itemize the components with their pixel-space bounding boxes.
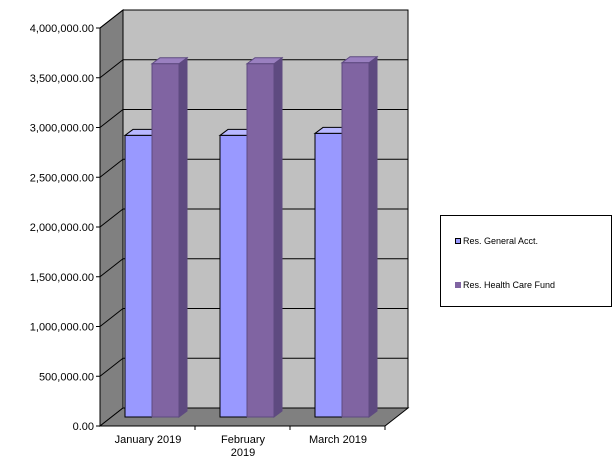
x-tick-label: January 2019	[115, 434, 182, 446]
y-tick-label: 2,500,000.00	[30, 172, 94, 184]
legend-swatch-general	[455, 238, 461, 244]
bar	[247, 58, 282, 417]
legend-swatch-health	[455, 282, 461, 288]
y-tick-label: 3,500,000.00	[30, 73, 94, 85]
bar	[342, 57, 377, 417]
bar-front	[125, 135, 152, 417]
bar-side	[369, 57, 377, 417]
y-tick-label: 0.00	[73, 421, 94, 433]
legend-label-health: Res. Health Care Fund	[463, 280, 555, 290]
x-axis-ticks: January 2019 February 2019 March 2019	[115, 426, 385, 459]
bar-side	[179, 58, 187, 417]
legend: Res. General Acct. Res. Health Care Fund	[440, 215, 612, 307]
y-axis-ticks: 0.00 500,000.00 1,000,000.00 1,500,000.00 2,…	[30, 23, 100, 433]
y-tick-label: 3,000,000.00	[30, 123, 94, 135]
legend-label-general: Res. General Acct.	[463, 236, 538, 246]
x-tick-label: March 2019	[309, 434, 367, 446]
x-tick-label: February 2019	[221, 434, 266, 459]
y-tick-label: 500,000.00	[39, 371, 94, 383]
legend-item-health: Res. Health Care Fund	[455, 280, 555, 290]
y-tick-label: 1,500,000.00	[30, 272, 94, 284]
bar-front	[220, 135, 247, 417]
bar-front	[152, 64, 179, 417]
bar-side	[274, 58, 282, 417]
bar	[152, 58, 187, 417]
bar-front	[315, 133, 342, 417]
y-tick-label: 2,000,000.00	[30, 222, 94, 234]
bar-front	[342, 63, 369, 417]
y-tick-label: 1,000,000.00	[30, 322, 94, 334]
bar-front	[247, 64, 274, 417]
legend-item-general: Res. General Acct.	[455, 236, 538, 246]
y-tick-label: 4,000,000.00	[30, 23, 94, 35]
